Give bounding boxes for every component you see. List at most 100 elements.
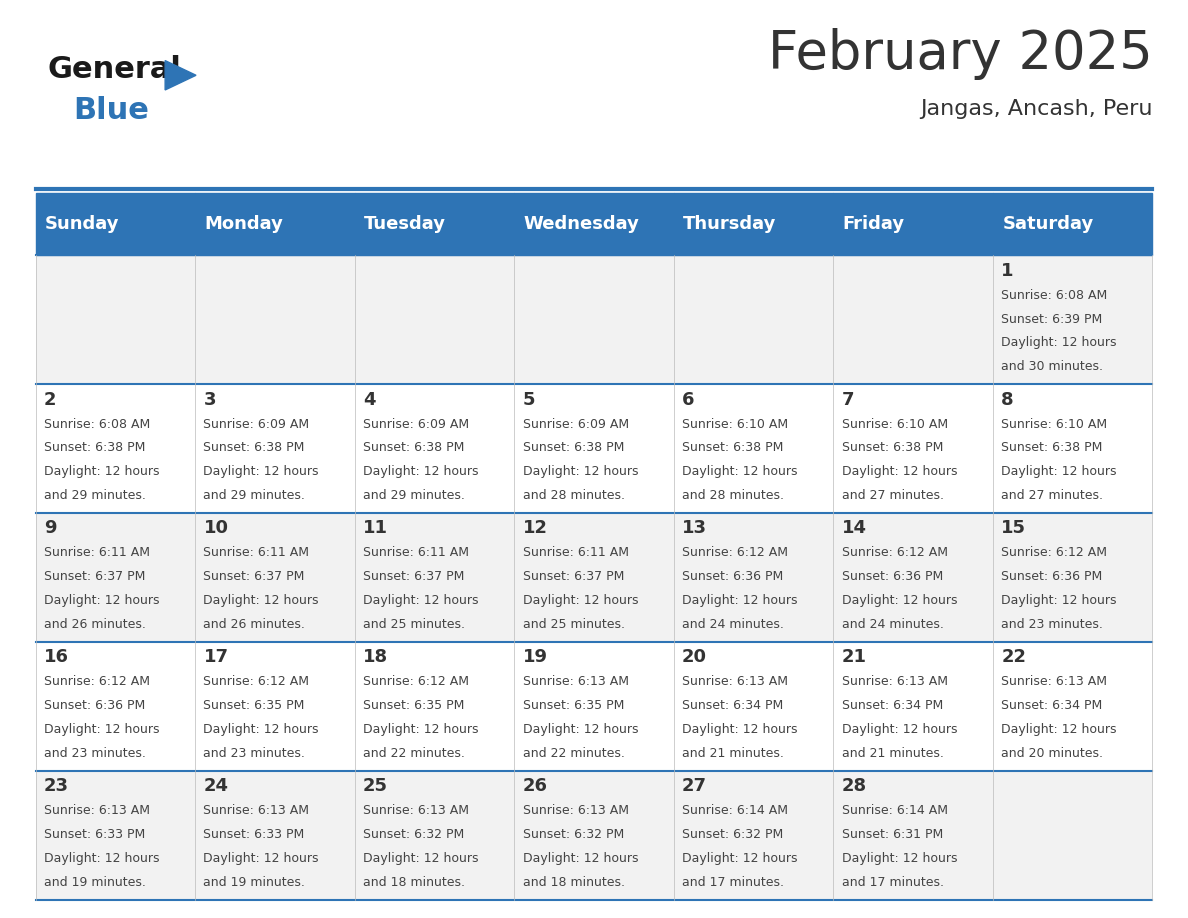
Text: 1: 1 bbox=[1001, 262, 1013, 280]
Text: 2: 2 bbox=[44, 390, 57, 409]
FancyBboxPatch shape bbox=[514, 642, 674, 771]
Text: 15: 15 bbox=[1001, 520, 1026, 537]
Text: and 29 minutes.: and 29 minutes. bbox=[44, 489, 146, 502]
Text: Daylight: 12 hours: Daylight: 12 hours bbox=[44, 723, 159, 736]
Text: 8: 8 bbox=[1001, 390, 1013, 409]
Text: Daylight: 12 hours: Daylight: 12 hours bbox=[523, 465, 638, 478]
Text: Daylight: 12 hours: Daylight: 12 hours bbox=[203, 723, 320, 736]
FancyBboxPatch shape bbox=[993, 642, 1152, 771]
Text: Sunrise: 6:13 AM: Sunrise: 6:13 AM bbox=[523, 676, 628, 688]
Text: 27: 27 bbox=[682, 778, 707, 795]
Text: Sunrise: 6:11 AM: Sunrise: 6:11 AM bbox=[364, 546, 469, 559]
Text: Sunrise: 6:11 AM: Sunrise: 6:11 AM bbox=[44, 546, 150, 559]
Text: Sunset: 6:34 PM: Sunset: 6:34 PM bbox=[841, 700, 943, 712]
Text: and 26 minutes.: and 26 minutes. bbox=[44, 618, 146, 631]
FancyBboxPatch shape bbox=[514, 513, 674, 642]
Text: Tuesday: Tuesday bbox=[365, 215, 447, 233]
Text: and 29 minutes.: and 29 minutes. bbox=[364, 489, 465, 502]
Text: Sunset: 6:36 PM: Sunset: 6:36 PM bbox=[44, 700, 145, 712]
Text: Monday: Monday bbox=[204, 215, 284, 233]
Text: Daylight: 12 hours: Daylight: 12 hours bbox=[682, 465, 797, 478]
Text: Sunset: 6:38 PM: Sunset: 6:38 PM bbox=[841, 442, 943, 454]
FancyBboxPatch shape bbox=[195, 513, 355, 642]
Text: Sunrise: 6:11 AM: Sunrise: 6:11 AM bbox=[203, 546, 310, 559]
FancyBboxPatch shape bbox=[674, 255, 833, 384]
Text: and 25 minutes.: and 25 minutes. bbox=[523, 618, 625, 631]
Text: and 23 minutes.: and 23 minutes. bbox=[1001, 618, 1102, 631]
FancyBboxPatch shape bbox=[674, 771, 833, 900]
FancyBboxPatch shape bbox=[833, 193, 993, 255]
FancyBboxPatch shape bbox=[36, 255, 195, 384]
Text: Sunrise: 6:12 AM: Sunrise: 6:12 AM bbox=[44, 676, 150, 688]
Text: Sunset: 6:33 PM: Sunset: 6:33 PM bbox=[203, 828, 305, 841]
Text: Sunset: 6:32 PM: Sunset: 6:32 PM bbox=[523, 828, 624, 841]
Text: Daylight: 12 hours: Daylight: 12 hours bbox=[682, 723, 797, 736]
Text: Sunset: 6:38 PM: Sunset: 6:38 PM bbox=[203, 442, 305, 454]
FancyBboxPatch shape bbox=[355, 255, 514, 384]
Text: February 2025: February 2025 bbox=[767, 28, 1152, 80]
FancyBboxPatch shape bbox=[674, 513, 833, 642]
Text: and 28 minutes.: and 28 minutes. bbox=[682, 489, 784, 502]
Text: Daylight: 12 hours: Daylight: 12 hours bbox=[1001, 594, 1117, 607]
FancyBboxPatch shape bbox=[355, 642, 514, 771]
Text: Sunday: Sunday bbox=[45, 215, 120, 233]
FancyBboxPatch shape bbox=[833, 384, 993, 513]
Text: Daylight: 12 hours: Daylight: 12 hours bbox=[841, 852, 958, 865]
Text: and 30 minutes.: and 30 minutes. bbox=[1001, 360, 1104, 374]
FancyBboxPatch shape bbox=[36, 771, 195, 900]
FancyBboxPatch shape bbox=[833, 771, 993, 900]
Text: Sunrise: 6:09 AM: Sunrise: 6:09 AM bbox=[203, 418, 310, 431]
Text: General: General bbox=[48, 55, 182, 84]
Text: Daylight: 12 hours: Daylight: 12 hours bbox=[841, 723, 958, 736]
Text: Daylight: 12 hours: Daylight: 12 hours bbox=[364, 465, 479, 478]
Text: Sunset: 6:37 PM: Sunset: 6:37 PM bbox=[364, 570, 465, 583]
FancyBboxPatch shape bbox=[674, 193, 833, 255]
Text: 20: 20 bbox=[682, 648, 707, 666]
Text: and 27 minutes.: and 27 minutes. bbox=[841, 489, 943, 502]
Text: Sunrise: 6:13 AM: Sunrise: 6:13 AM bbox=[203, 804, 310, 817]
Text: Sunrise: 6:12 AM: Sunrise: 6:12 AM bbox=[682, 546, 788, 559]
Text: Sunrise: 6:11 AM: Sunrise: 6:11 AM bbox=[523, 546, 628, 559]
Text: and 23 minutes.: and 23 minutes. bbox=[203, 747, 305, 760]
Text: Sunset: 6:35 PM: Sunset: 6:35 PM bbox=[523, 700, 624, 712]
Text: Sunrise: 6:14 AM: Sunrise: 6:14 AM bbox=[682, 804, 788, 817]
Text: Sunrise: 6:10 AM: Sunrise: 6:10 AM bbox=[841, 418, 948, 431]
FancyBboxPatch shape bbox=[833, 642, 993, 771]
Text: Sunset: 6:36 PM: Sunset: 6:36 PM bbox=[841, 570, 943, 583]
Text: and 18 minutes.: and 18 minutes. bbox=[364, 876, 465, 889]
Text: Sunset: 6:35 PM: Sunset: 6:35 PM bbox=[203, 700, 305, 712]
Text: Sunrise: 6:12 AM: Sunrise: 6:12 AM bbox=[1001, 546, 1107, 559]
FancyBboxPatch shape bbox=[674, 384, 833, 513]
FancyBboxPatch shape bbox=[514, 255, 674, 384]
FancyBboxPatch shape bbox=[355, 513, 514, 642]
Text: and 28 minutes.: and 28 minutes. bbox=[523, 489, 625, 502]
Text: 4: 4 bbox=[364, 390, 375, 409]
Text: Daylight: 12 hours: Daylight: 12 hours bbox=[364, 723, 479, 736]
Text: Sunset: 6:32 PM: Sunset: 6:32 PM bbox=[364, 828, 465, 841]
Text: Sunrise: 6:12 AM: Sunrise: 6:12 AM bbox=[841, 546, 948, 559]
Text: Daylight: 12 hours: Daylight: 12 hours bbox=[203, 465, 320, 478]
FancyBboxPatch shape bbox=[993, 771, 1152, 900]
Text: and 29 minutes.: and 29 minutes. bbox=[203, 489, 305, 502]
Text: Sunset: 6:33 PM: Sunset: 6:33 PM bbox=[44, 828, 145, 841]
Text: Daylight: 12 hours: Daylight: 12 hours bbox=[682, 594, 797, 607]
Text: and 27 minutes.: and 27 minutes. bbox=[1001, 489, 1104, 502]
Text: Sunset: 6:31 PM: Sunset: 6:31 PM bbox=[841, 828, 943, 841]
FancyBboxPatch shape bbox=[36, 193, 195, 255]
Text: 6: 6 bbox=[682, 390, 695, 409]
Text: 25: 25 bbox=[364, 778, 388, 795]
Text: Sunrise: 6:13 AM: Sunrise: 6:13 AM bbox=[841, 676, 948, 688]
Text: and 20 minutes.: and 20 minutes. bbox=[1001, 747, 1104, 760]
Text: and 19 minutes.: and 19 minutes. bbox=[203, 876, 305, 889]
Text: Sunset: 6:37 PM: Sunset: 6:37 PM bbox=[523, 570, 624, 583]
FancyBboxPatch shape bbox=[514, 771, 674, 900]
Text: 22: 22 bbox=[1001, 648, 1026, 666]
FancyBboxPatch shape bbox=[195, 193, 355, 255]
Text: and 19 minutes.: and 19 minutes. bbox=[44, 876, 146, 889]
Text: Sunset: 6:38 PM: Sunset: 6:38 PM bbox=[364, 442, 465, 454]
Text: Sunrise: 6:13 AM: Sunrise: 6:13 AM bbox=[44, 804, 150, 817]
FancyBboxPatch shape bbox=[36, 513, 195, 642]
FancyBboxPatch shape bbox=[993, 513, 1152, 642]
FancyBboxPatch shape bbox=[36, 384, 195, 513]
Text: Daylight: 12 hours: Daylight: 12 hours bbox=[44, 465, 159, 478]
